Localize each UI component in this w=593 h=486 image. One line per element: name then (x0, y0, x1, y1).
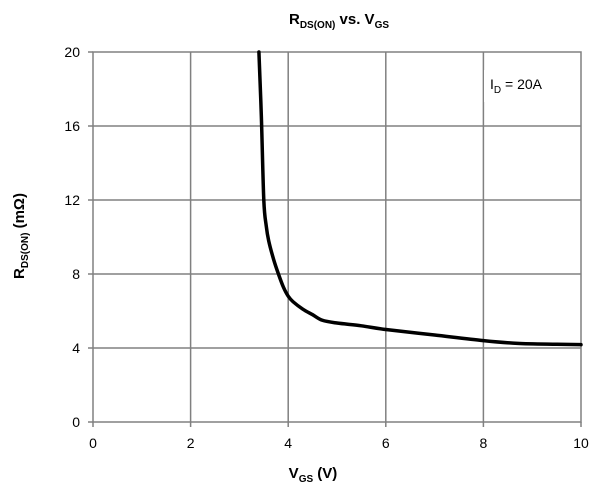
series-layer (257, 50, 583, 347)
annotation-background (484, 70, 569, 102)
y-tick-label: 4 (72, 340, 80, 356)
x-tick-label: 10 (573, 435, 589, 451)
y-tick-labels: 0 4 8 12 16 20 (64, 44, 93, 430)
grid (93, 52, 581, 422)
y-tick-label: 8 (72, 266, 80, 282)
y-tick-label: 0 (72, 414, 80, 430)
plot-frame (92, 51, 582, 423)
x-tick-labels: 0 2 4 6 8 10 (89, 422, 589, 451)
x-tick-label: 4 (284, 435, 292, 451)
x-axis-label: VGS (V) (289, 465, 338, 485)
chart-title: RDS(ON) vs. VGS (289, 11, 389, 31)
annotation-box (484, 70, 569, 102)
annotation-text: ID = 20A (490, 76, 543, 96)
y-tick-label: 16 (64, 118, 80, 134)
x-tick-label: 8 (480, 435, 488, 451)
x-tick-label: 2 (187, 435, 195, 451)
y-tick-label: 20 (64, 44, 80, 60)
y-tick-label: 12 (64, 192, 80, 208)
series-line (257, 50, 583, 347)
y-axis-label: RDS(ON) (mΩ) (11, 193, 31, 279)
x-tick-label: 0 (89, 435, 97, 451)
x-tick-label: 6 (382, 435, 390, 451)
